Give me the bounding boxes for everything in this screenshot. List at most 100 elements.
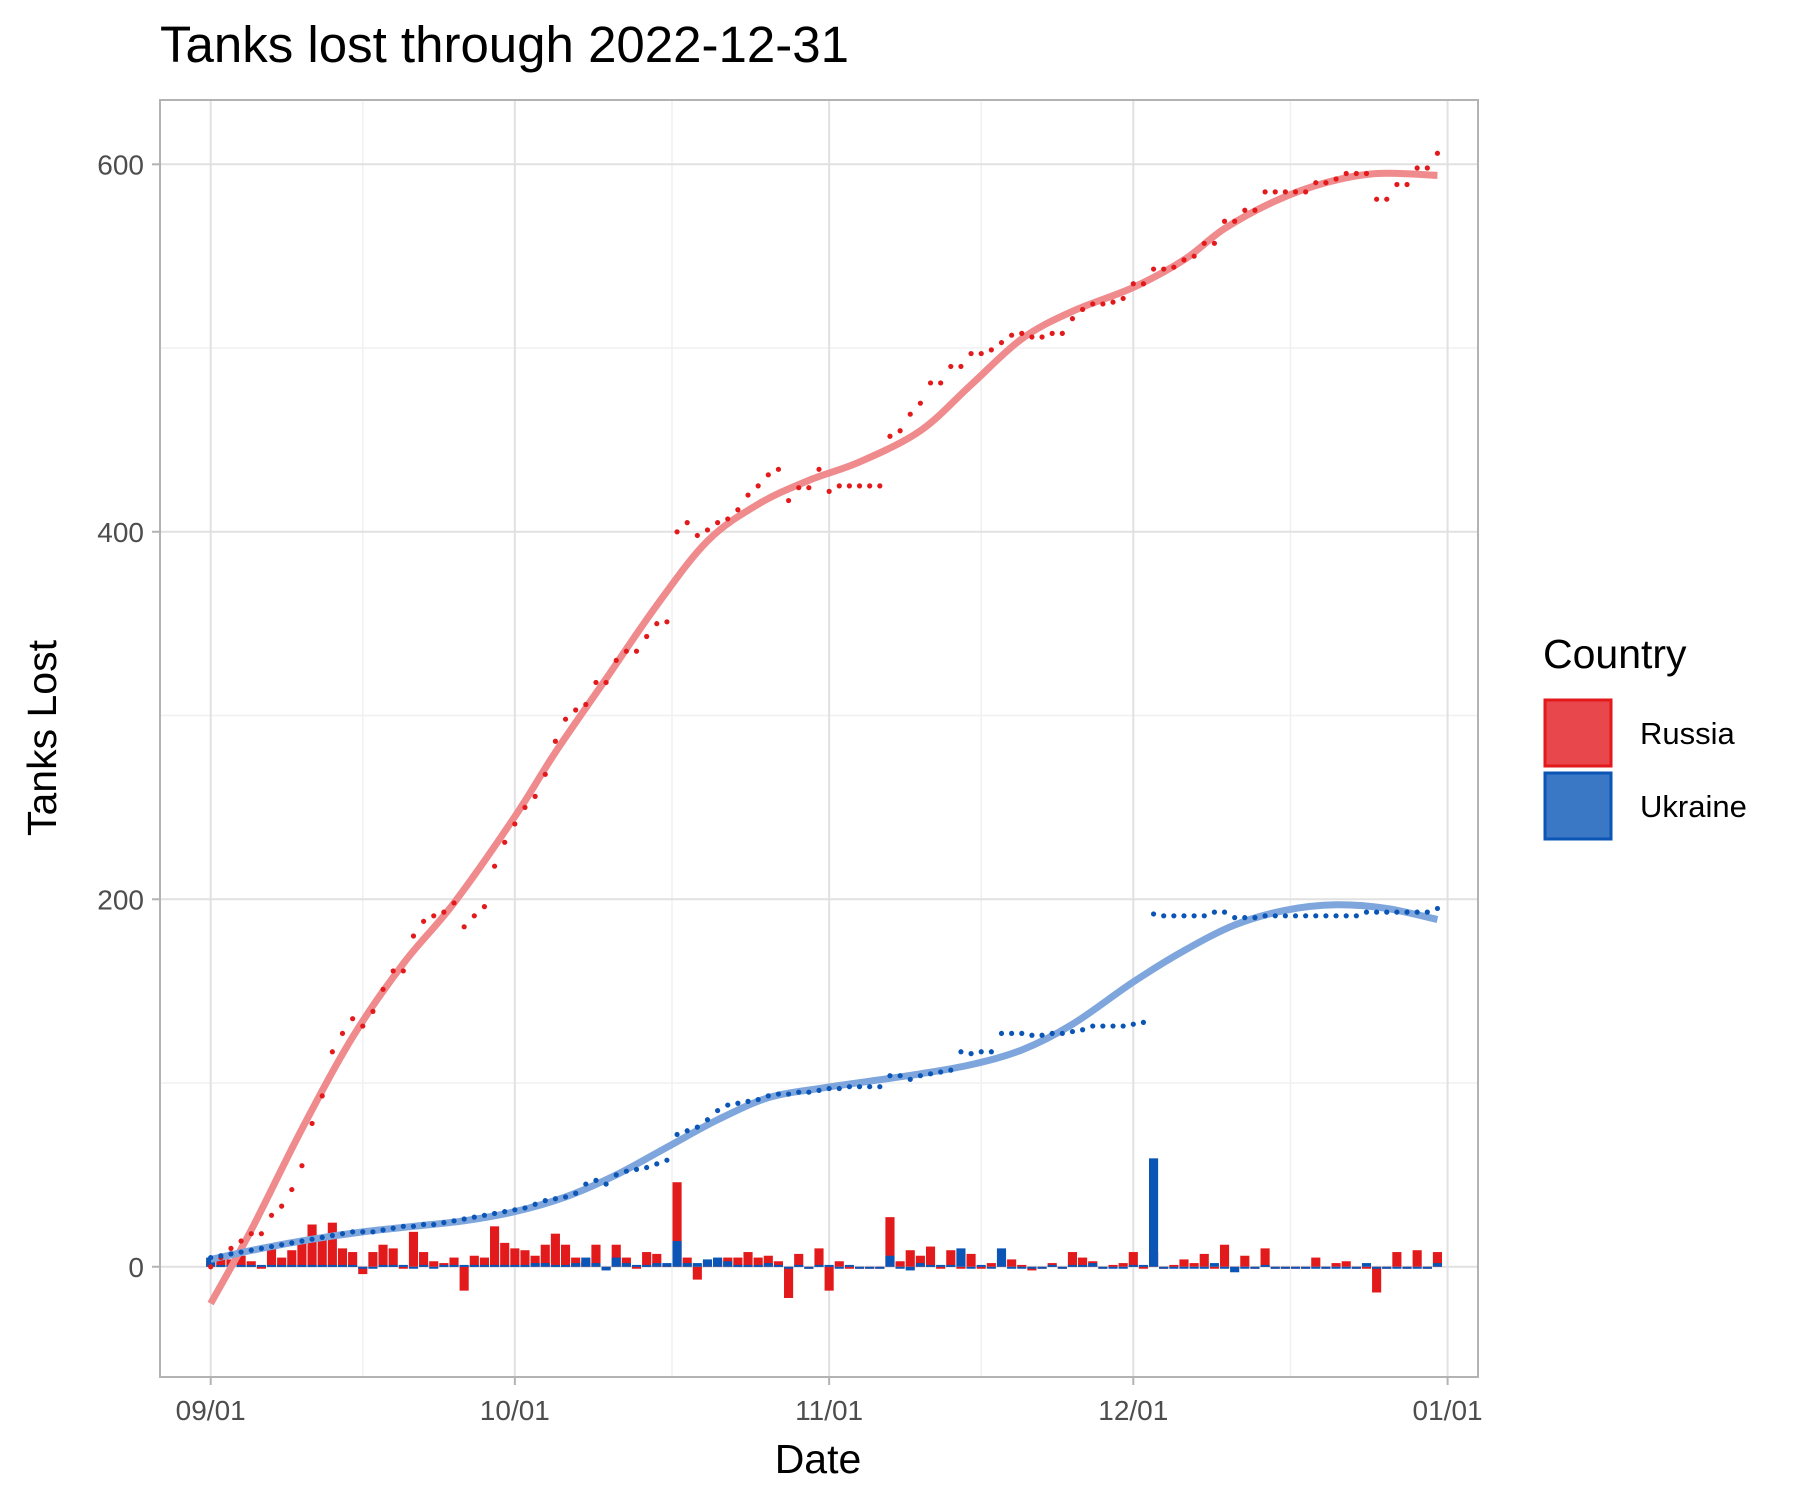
cumulative-point-ukraine bbox=[725, 1102, 731, 1108]
daily-bar-ukraine bbox=[925, 1264, 936, 1267]
cumulative-point-russia bbox=[1059, 330, 1065, 336]
daily-bar-ukraine bbox=[986, 1266, 996, 1269]
cumulative-point-russia bbox=[1039, 334, 1045, 340]
cumulative-point-ukraine bbox=[238, 1249, 244, 1255]
y-axis-ticks: 0 200 400 600 bbox=[97, 149, 160, 1283]
cumulative-point-ukraine bbox=[421, 1221, 427, 1228]
panel-background bbox=[160, 100, 1478, 1377]
cumulative-point-ukraine bbox=[917, 1073, 923, 1079]
cumulative-point-ukraine bbox=[410, 1223, 417, 1229]
daily-bar-ukraine bbox=[449, 1264, 459, 1267]
daily-bar-ukraine bbox=[1199, 1266, 1209, 1269]
cumulative-point-ukraine bbox=[258, 1245, 264, 1251]
daily-bar-ukraine bbox=[1067, 1264, 1078, 1267]
cumulative-point-ukraine bbox=[552, 1196, 559, 1202]
cumulative-point-russia bbox=[806, 485, 812, 491]
cumulative-point-ukraine bbox=[755, 1096, 761, 1103]
daily-bar-ukraine bbox=[601, 1266, 611, 1271]
cumulative-point-ukraine bbox=[765, 1093, 771, 1099]
cumulative-point-russia bbox=[1201, 240, 1207, 246]
daily-bar-russia bbox=[1169, 1264, 1179, 1267]
daily-bar-russia bbox=[1017, 1264, 1027, 1267]
daily-bar-ukraine bbox=[915, 1263, 925, 1267]
cumulative-point-russia bbox=[1384, 196, 1390, 202]
daily-bar-ukraine bbox=[378, 1264, 388, 1267]
cumulative-point-russia bbox=[1080, 306, 1086, 313]
cumulative-point-russia bbox=[542, 771, 548, 777]
daily-bar-ukraine bbox=[1280, 1266, 1290, 1269]
cumulative-point-ukraine bbox=[471, 1214, 477, 1220]
cumulative-point-ukraine bbox=[441, 1220, 447, 1226]
daily-bar-ukraine bbox=[408, 1266, 419, 1269]
cumulative-point-russia bbox=[1181, 257, 1187, 263]
cumulative-point-russia bbox=[593, 679, 599, 686]
daily-bar-russia bbox=[1412, 1250, 1422, 1267]
daily-bar-russia bbox=[358, 1266, 368, 1275]
daily-bar-russia bbox=[1179, 1259, 1189, 1267]
daily-bar-russia bbox=[885, 1217, 895, 1267]
cumulative-point-ukraine bbox=[1242, 915, 1248, 921]
daily-bar-russia bbox=[1078, 1257, 1088, 1267]
cumulative-point-ukraine bbox=[583, 1181, 589, 1187]
daily-bar-ukraine bbox=[794, 1264, 804, 1267]
daily-bar-ukraine bbox=[611, 1257, 621, 1267]
daily-bar-ukraine bbox=[946, 1264, 956, 1267]
cumulative-point-ukraine bbox=[613, 1172, 619, 1178]
cumulative-point-ukraine bbox=[1262, 913, 1268, 919]
daily-bar-russia bbox=[337, 1248, 348, 1267]
daily-bar-russia bbox=[652, 1253, 662, 1267]
daily-bar-ukraine bbox=[662, 1263, 672, 1267]
cumulative-point-ukraine bbox=[735, 1100, 741, 1106]
cumulative-point-ukraine bbox=[897, 1073, 903, 1079]
cumulative-point-ukraine bbox=[826, 1085, 832, 1092]
daily-bar-ukraine bbox=[307, 1264, 317, 1267]
cumulative-point-russia bbox=[907, 411, 913, 417]
legend-item-russia: Russia bbox=[1543, 698, 1736, 768]
daily-bar-ukraine bbox=[297, 1264, 307, 1267]
cumulative-point-russia bbox=[785, 497, 792, 504]
y-axis-title: Tanks Lost bbox=[19, 639, 65, 836]
daily-bar-russia bbox=[773, 1261, 784, 1267]
cumulative-point-ukraine bbox=[938, 1069, 944, 1075]
smoothed-line-russia bbox=[207, 169, 1438, 1306]
daily-bar-russia bbox=[429, 1261, 439, 1267]
cumulative-point-ukraine bbox=[846, 1084, 853, 1090]
cumulative-point-russia bbox=[988, 347, 994, 353]
cumulative-point-ukraine bbox=[674, 1131, 680, 1138]
daily-bar-russia bbox=[479, 1257, 489, 1267]
daily-bar-ukraine bbox=[490, 1264, 500, 1267]
cumulative-point-ukraine bbox=[806, 1089, 812, 1095]
daily-bar-russia bbox=[1209, 1266, 1219, 1269]
cumulative-point-ukraine bbox=[309, 1236, 315, 1242]
cumulative-point-russia bbox=[623, 648, 629, 654]
x-tick-label: 12/01 bbox=[1098, 1395, 1168, 1426]
daily-bar-russia bbox=[905, 1250, 915, 1267]
daily-bar-ukraine bbox=[854, 1266, 865, 1269]
daily-bar-russia bbox=[895, 1261, 905, 1267]
cumulative-point-russia bbox=[1262, 189, 1268, 195]
daily-bar-ukraine bbox=[510, 1264, 520, 1267]
cumulative-point-ukraine bbox=[715, 1107, 721, 1114]
cumulative-point-russia bbox=[1434, 150, 1441, 156]
cumulative-point-russia bbox=[1252, 207, 1258, 213]
daily-bar-russia bbox=[1007, 1259, 1017, 1267]
daily-bar-ukraine bbox=[550, 1264, 560, 1267]
cumulative-point-russia bbox=[258, 1231, 264, 1237]
daily-bar-ukraine bbox=[1331, 1266, 1341, 1269]
daily-bar-ukraine bbox=[1027, 1266, 1037, 1269]
cumulative-point-ukraine bbox=[1049, 1030, 1055, 1037]
daily-bar-russia bbox=[408, 1231, 419, 1267]
daily-bar-ukraine bbox=[1341, 1266, 1351, 1269]
cumulative-point-ukraine bbox=[1414, 909, 1420, 915]
minor-gridlines bbox=[160, 100, 1478, 1377]
daily-bar-ukraine bbox=[1361, 1263, 1372, 1267]
cumulative-point-ukraine bbox=[1272, 913, 1278, 919]
daily-bar-russia bbox=[307, 1224, 317, 1267]
daily-bar-ukraine bbox=[206, 1257, 216, 1267]
cumulative-point-russia bbox=[998, 339, 1005, 346]
daily-bar-russia bbox=[682, 1257, 692, 1267]
cumulative-point-ukraine bbox=[1161, 913, 1167, 919]
cumulative-point-russia bbox=[390, 968, 396, 974]
cumulative-point-russia bbox=[350, 1016, 356, 1022]
daily-bar-russia bbox=[368, 1252, 378, 1267]
